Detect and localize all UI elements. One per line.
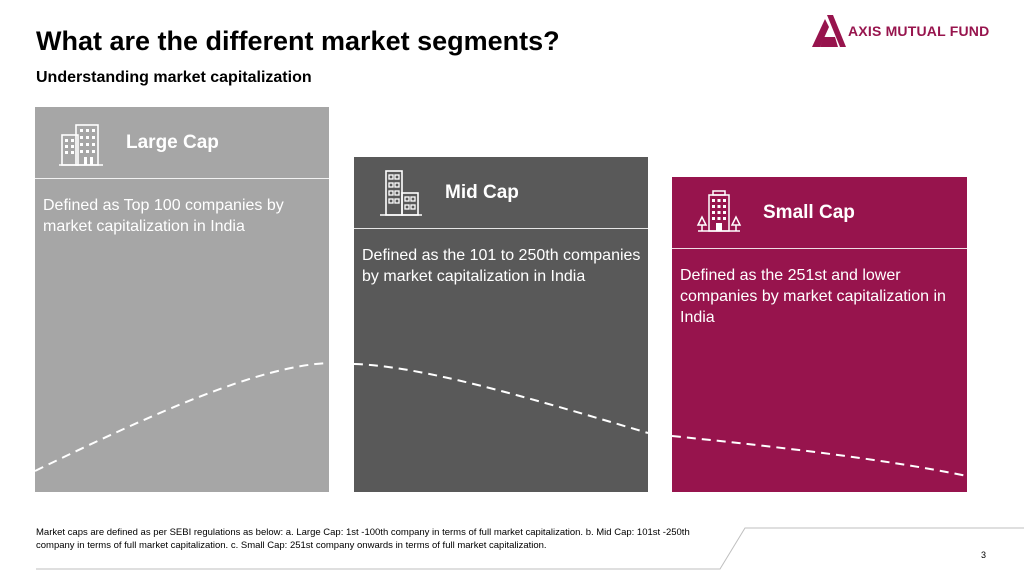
page-subtitle: Understanding market capitalization [36, 69, 312, 86]
page-title: What are the different market segments? [36, 26, 560, 56]
building-trees-icon [696, 190, 742, 232]
mid-cap-header: Mid Cap [354, 157, 648, 229]
mid-cap-description: Defined as the 101 to 250th companies by… [362, 247, 641, 285]
axis-mutual-fund-logo: AXIS MUTUAL FUND [812, 14, 989, 48]
large-cap-card: Large Cap Defined as Top 100 companies b… [35, 107, 329, 492]
footnote: Market caps are defined as per SEBI regu… [36, 527, 690, 551]
small-cap-card: Small Cap Defined as the 251st and lower… [672, 177, 967, 492]
logo-text: AXIS MUTUAL FUND [848, 23, 990, 39]
small-cap-header: Small Cap [672, 177, 967, 249]
small-cap-description: Defined as the 251st and lower companies… [680, 267, 946, 326]
office-buildings-icon [59, 124, 103, 166]
building-icon [380, 170, 422, 216]
large-cap-title: Large Cap [126, 132, 219, 153]
large-cap-header: Large Cap [35, 107, 329, 179]
mid-cap-title: Mid Cap [445, 182, 519, 203]
axis-logo-icon [812, 15, 846, 47]
mid-cap-card: Mid Cap Defined as the 101 to 250th comp… [354, 157, 648, 492]
small-cap-title: Small Cap [763, 202, 855, 223]
page-number: 3 [981, 550, 987, 560]
large-cap-description: Defined as Top 100 companies by market c… [43, 197, 284, 235]
